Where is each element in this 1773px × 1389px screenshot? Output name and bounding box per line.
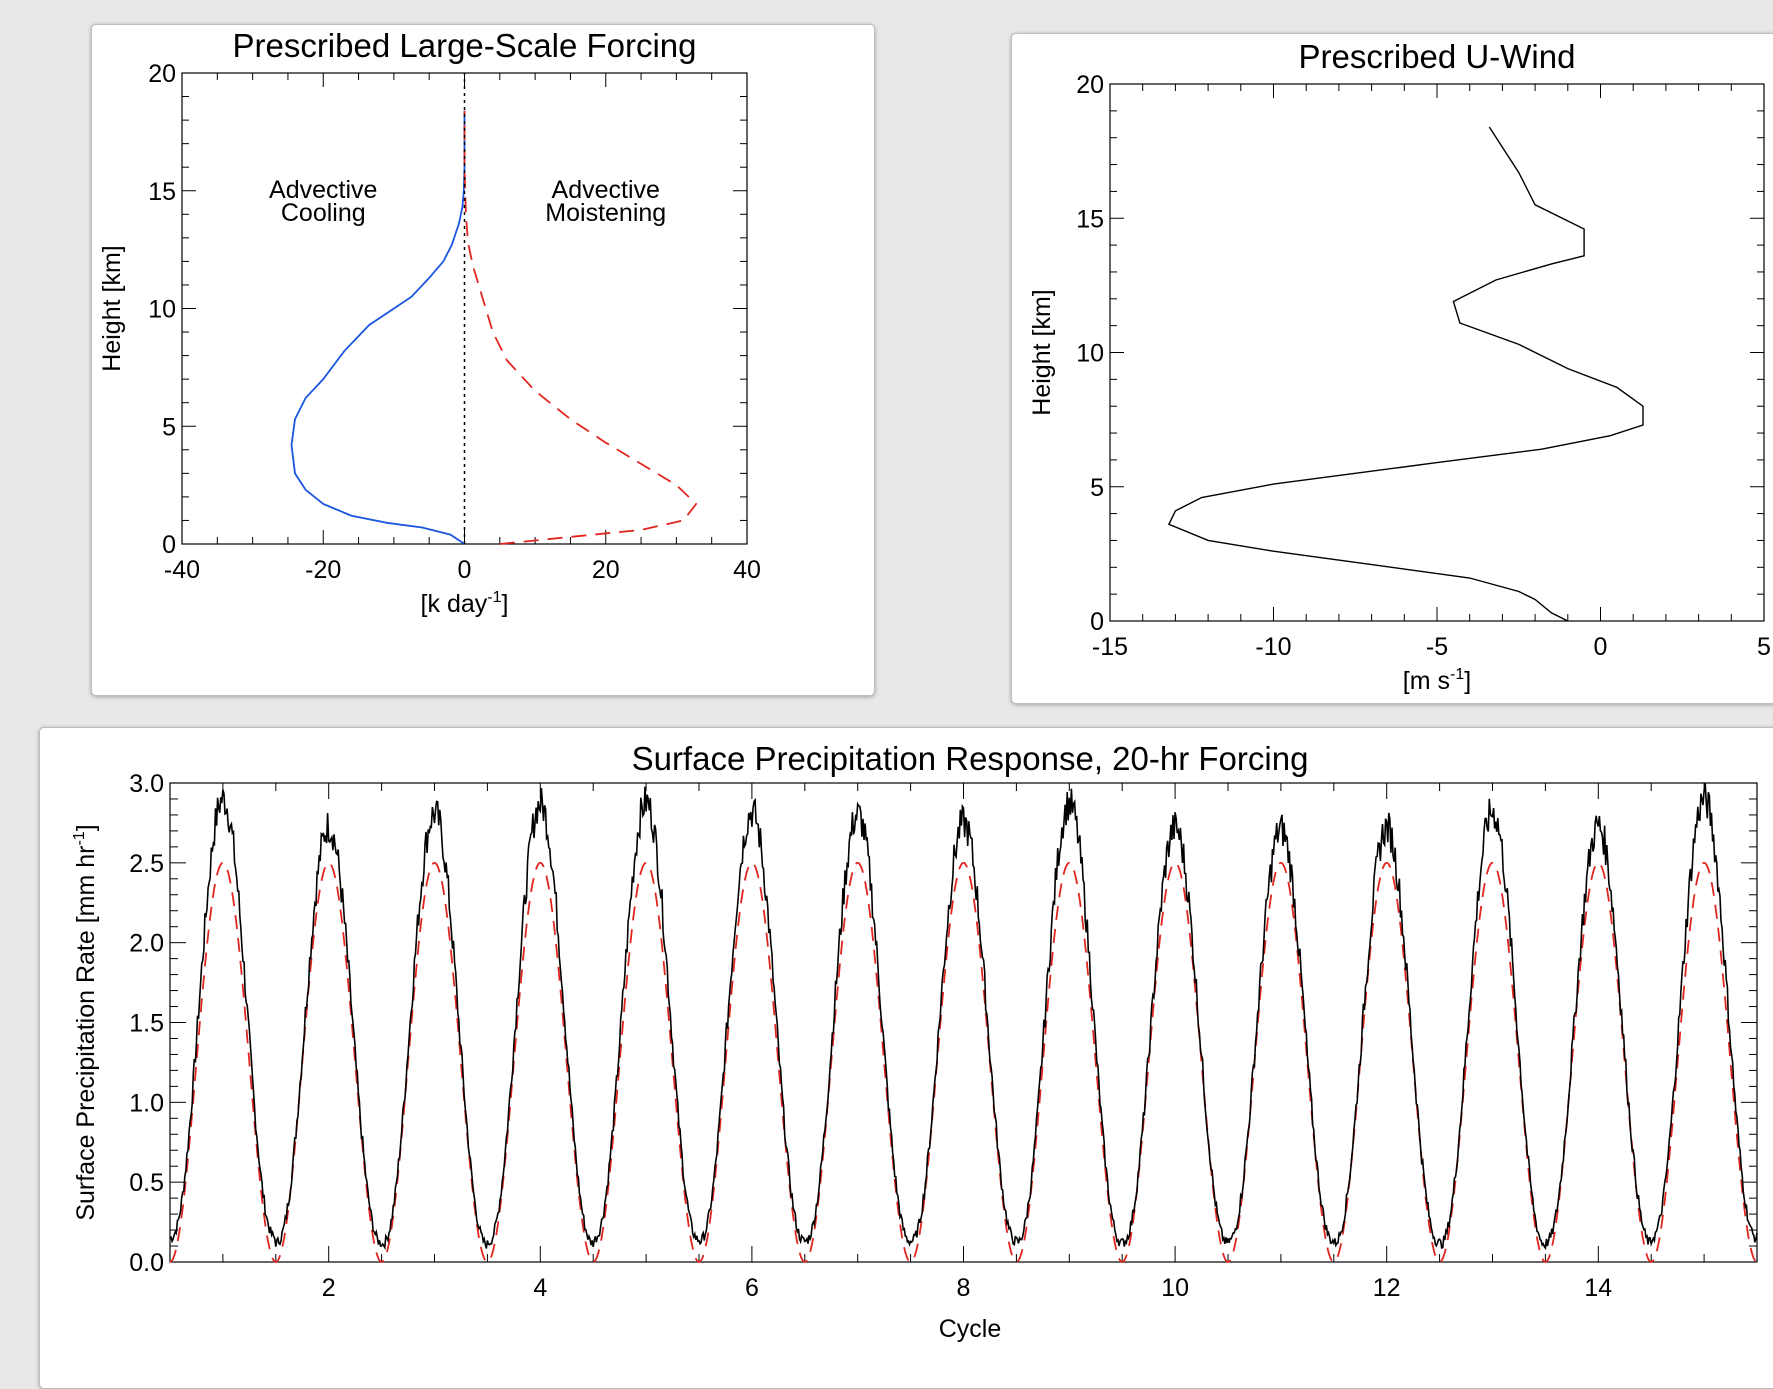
x-tick-label: 0 <box>1594 633 1608 661</box>
x-tick-label: -20 <box>305 556 341 584</box>
x-tick-label: 12 <box>1373 1274 1401 1302</box>
x-tick-label: 5 <box>1757 633 1771 661</box>
y-tick-label: 5 <box>1090 474 1104 502</box>
cooling-annotation: Advective Cooling <box>269 176 377 227</box>
x-axis-label: [m s-1] <box>1403 666 1471 695</box>
uwind-line <box>1167 126 1644 622</box>
uwind-chart-panel: Prescribed U-Wind -15 -10 -5 0 5 0 5 10 15 20 [m s-… <box>1011 33 1773 704</box>
y-tick-label: 3.0 <box>129 770 164 798</box>
y-tick-label: 2.0 <box>129 930 164 958</box>
x-tick-label: 6 <box>745 1274 759 1302</box>
x-tick-label: 14 <box>1584 1274 1612 1302</box>
x-tick-label: -15 <box>1092 633 1128 661</box>
x-tick-label: 4 <box>533 1274 547 1302</box>
x-tick-label: 10 <box>1161 1274 1189 1302</box>
forcing-chart-panel: Prescribed Large-Scale Forcing -40 -20 0 20 4… <box>91 24 875 696</box>
chart-title: Prescribed Large-Scale Forcing <box>232 27 696 64</box>
y-axis-label: Surface Precipitation Rate [mm hr-1] <box>71 824 100 1220</box>
y-tick-label: 15 <box>148 178 176 206</box>
x-tick-label: 8 <box>957 1274 971 1302</box>
moistening-annotation: Advective Moistening <box>545 176 666 227</box>
y-tick-label: 15 <box>1076 205 1104 233</box>
x-tick-label: -40 <box>164 556 200 584</box>
chart-title: Prescribed U-Wind <box>1299 38 1576 75</box>
y-axis-label: Height [km] <box>1028 289 1056 415</box>
precip-chart-panel: Surface Precipitation Response, 20-hr Fo… <box>39 727 1773 1389</box>
y-tick-label: 5 <box>162 413 176 441</box>
x-axis-label: Cycle <box>939 1315 1002 1343</box>
precip-chart: Surface Precipitation Response, 20-hr Fo… <box>71 740 1758 1343</box>
y-tick-label: 1.5 <box>129 1010 164 1038</box>
x-tick-label: 0 <box>458 556 472 584</box>
y-tick-label: 0 <box>1090 608 1104 636</box>
x-axis-label: [k day-1] <box>421 589 509 618</box>
forcing-line <box>169 861 1758 1263</box>
x-tick-label: -10 <box>1255 633 1291 661</box>
y-tick-label: 20 <box>1076 71 1104 99</box>
uwind-chart: Prescribed U-Wind -15 -10 -5 0 5 0 5 10 15 20 [m s-… <box>1028 38 1771 695</box>
x-tick-label: 2 <box>322 1274 336 1302</box>
y-tick-label: 0.0 <box>129 1249 164 1277</box>
x-tick-label: 20 <box>592 556 620 584</box>
chart-title: Surface Precipitation Response, 20-hr Fo… <box>632 740 1309 777</box>
precip-response-line <box>169 782 1758 1251</box>
y-tick-label: 1.0 <box>129 1089 164 1117</box>
y-tick-label: 10 <box>1076 340 1104 368</box>
moistening-line <box>463 110 698 545</box>
y-tick-label: 0 <box>162 531 176 559</box>
y-axis-label: Height [km] <box>98 245 126 371</box>
plot-frame <box>169 782 1758 1263</box>
forcing-chart: Prescribed Large-Scale Forcing -40 -20 0 20 4… <box>98 27 761 618</box>
y-tick-label: 20 <box>148 60 176 88</box>
cooling-line <box>290 110 466 545</box>
x-tick-label: -5 <box>1426 633 1448 661</box>
x-tick-label: 40 <box>733 556 761 584</box>
y-tick-label: 0.5 <box>129 1169 164 1197</box>
y-tick-label: 2.5 <box>129 850 164 878</box>
y-tick-label: 10 <box>148 296 176 324</box>
